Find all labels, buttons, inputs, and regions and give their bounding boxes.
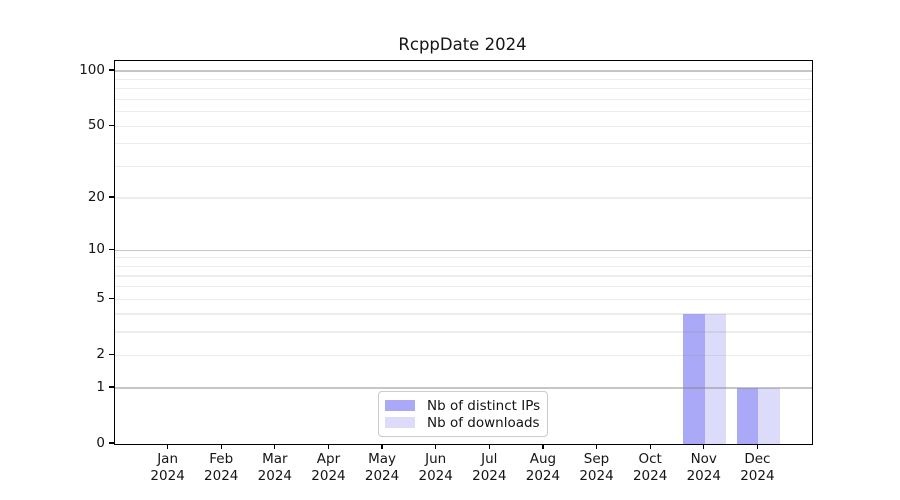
x-tick-label: Nov 2024 — [686, 451, 721, 484]
gridline — [115, 88, 812, 90]
y-tick — [109, 248, 114, 250]
gridline — [115, 165, 812, 168]
x-tick-label: Apr 2024 — [311, 451, 346, 484]
x-tick-label: Oct 2024 — [632, 451, 668, 484]
legend: Nb of distinct IPs Nb of downloads — [378, 391, 548, 437]
gridline — [115, 111, 812, 113]
y-tick-label: 20 — [87, 188, 105, 205]
bar-nov-series1 — [704, 313, 727, 444]
gridline — [115, 143, 812, 145]
gridline — [115, 354, 812, 356]
x-tick-label: Dec 2024 — [740, 451, 775, 484]
y-tick — [109, 69, 114, 71]
gridline — [115, 197, 812, 199]
legend-label-distinct-ips: Nb of distinct IPs — [427, 397, 541, 414]
gridline — [115, 70, 812, 72]
x-tick — [220, 444, 222, 449]
legend-label-downloads: Nb of downloads — [427, 414, 540, 431]
x-tick — [274, 444, 276, 449]
x-tick — [542, 444, 544, 449]
gridline — [115, 98, 812, 101]
x-tick — [435, 444, 437, 449]
x-tick — [167, 444, 169, 449]
y-tick — [109, 297, 114, 299]
x-tick — [756, 444, 758, 449]
y-tick-label: 10 — [87, 241, 105, 258]
gridline — [115, 286, 812, 288]
x-tick — [649, 444, 651, 449]
gridline — [115, 387, 812, 389]
y-tick-label: 5 — [96, 290, 105, 307]
legend-swatch-distinct-ips — [385, 400, 415, 411]
y-tick — [109, 196, 114, 198]
bar-dec-series1 — [758, 387, 780, 444]
legend-swatch-downloads — [385, 417, 415, 428]
gridline — [115, 275, 812, 277]
bar-dec-series0 — [736, 387, 759, 444]
gridline — [115, 331, 812, 333]
y-tick-label: 50 — [87, 117, 105, 134]
legend-item-distinct-ips: Nb of distinct IPs — [385, 397, 541, 414]
x-tick — [488, 444, 490, 449]
gridline — [115, 265, 812, 267]
y-tick — [109, 442, 114, 444]
y-tick-label: 2 — [96, 346, 105, 363]
x-tick-label: Jan 2024 — [150, 451, 185, 484]
x-tick — [703, 444, 705, 449]
gridline — [115, 257, 812, 259]
x-tick-label: Jul 2024 — [472, 451, 507, 484]
bar-nov-series0 — [683, 313, 705, 444]
y-tick-label: 100 — [79, 62, 105, 78]
x-tick — [327, 444, 330, 449]
legend-item-downloads: Nb of downloads — [385, 414, 540, 431]
y-tick — [109, 124, 114, 126]
x-tick-label: Feb 2024 — [204, 451, 239, 484]
gridline — [115, 125, 812, 127]
y-tick — [109, 353, 114, 355]
gridline — [115, 249, 812, 251]
gridline — [115, 78, 812, 80]
gridline — [115, 298, 812, 300]
x-tick — [595, 444, 598, 449]
chart-title: RcppDate 2024 — [398, 35, 527, 54]
gridline — [115, 313, 812, 315]
y-tick — [109, 386, 114, 388]
x-tick — [381, 444, 383, 449]
x-tick-label: Sep 2024 — [579, 451, 614, 484]
x-tick-label: Aug 2024 — [525, 451, 561, 484]
x-tick-label: May 2024 — [364, 451, 400, 484]
plot-area — [114, 60, 813, 445]
x-tick-label: Mar 2024 — [257, 451, 293, 484]
x-tick-label: Jun 2024 — [418, 451, 453, 484]
y-tick-label: 1 — [96, 378, 105, 395]
y-tick-label: 0 — [96, 435, 105, 451]
